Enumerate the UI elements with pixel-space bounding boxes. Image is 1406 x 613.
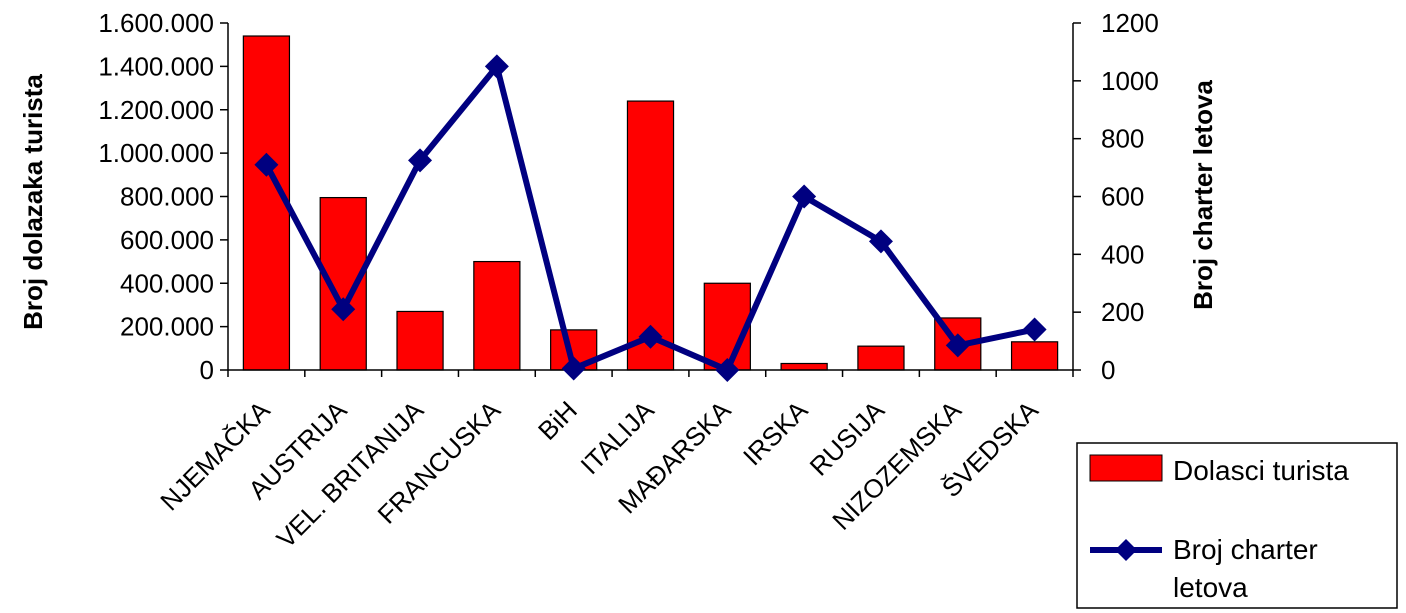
legend-item-bars: Dolasci turista — [1173, 455, 1349, 486]
y2-ticks: 0 200 400 600 800 1000 1200 — [1073, 8, 1159, 385]
y-tick-label: 1.200.000 — [98, 95, 214, 125]
y2-tick-label: 0 — [1101, 355, 1115, 385]
y2-tick-label: 400 — [1101, 239, 1144, 269]
legend-diamond-marker — [1115, 539, 1137, 561]
line-markers — [254, 54, 1047, 382]
line-marker — [331, 297, 356, 322]
bar-series — [242, 35, 1059, 371]
y-axis-label: Broj dolazaka turista — [18, 74, 48, 330]
y2-tick-label: 1200 — [1101, 8, 1159, 38]
line-marker — [408, 148, 433, 173]
bar — [396, 310, 444, 371]
bar — [857, 345, 905, 371]
y-tick-label: 0 — [200, 355, 214, 385]
x-tick-label: BiH — [532, 395, 583, 446]
y-tick-label: 1.000.000 — [98, 138, 214, 168]
line-marker — [868, 229, 893, 254]
y2-axis-label: Broj charter letova — [1188, 80, 1218, 310]
y-tick-label: 200.000 — [120, 312, 214, 342]
legend-item-line: Broj charter — [1173, 534, 1318, 565]
bar — [780, 362, 828, 371]
line-marker — [561, 356, 586, 381]
y-tick-label: 400.000 — [120, 268, 214, 298]
y-tick-label: 1.600.000 — [98, 8, 214, 38]
line-marker — [254, 152, 279, 177]
x-tick-label: IRSKA — [737, 395, 814, 472]
legend-item-line-cont: letova — [1173, 572, 1248, 603]
line-marker — [484, 54, 509, 79]
y-ticks: 0 200.000 400.000 600.000 800.000 1.000.000 1.… — [98, 8, 228, 385]
y2-tick-label: 1000 — [1101, 66, 1159, 96]
bar — [473, 260, 521, 371]
y-tick-label: 600.000 — [120, 225, 214, 255]
line-marker — [792, 184, 817, 209]
y2-tick-label: 800 — [1101, 124, 1144, 154]
legend: Dolasci turista Broj charter letova — [1076, 442, 1398, 609]
y2-tick-label: 200 — [1101, 297, 1144, 327]
line-marker — [715, 358, 740, 382]
y-tick-label: 800.000 — [120, 182, 214, 212]
y2-tick-label: 600 — [1101, 182, 1144, 212]
bar — [242, 35, 291, 371]
bar — [1010, 341, 1059, 371]
line-marker — [1022, 317, 1047, 342]
y-tick-label: 1.400.000 — [98, 51, 214, 81]
line-marker — [945, 333, 970, 358]
line-marker — [638, 324, 663, 349]
legend-bar-swatch — [1089, 454, 1163, 482]
